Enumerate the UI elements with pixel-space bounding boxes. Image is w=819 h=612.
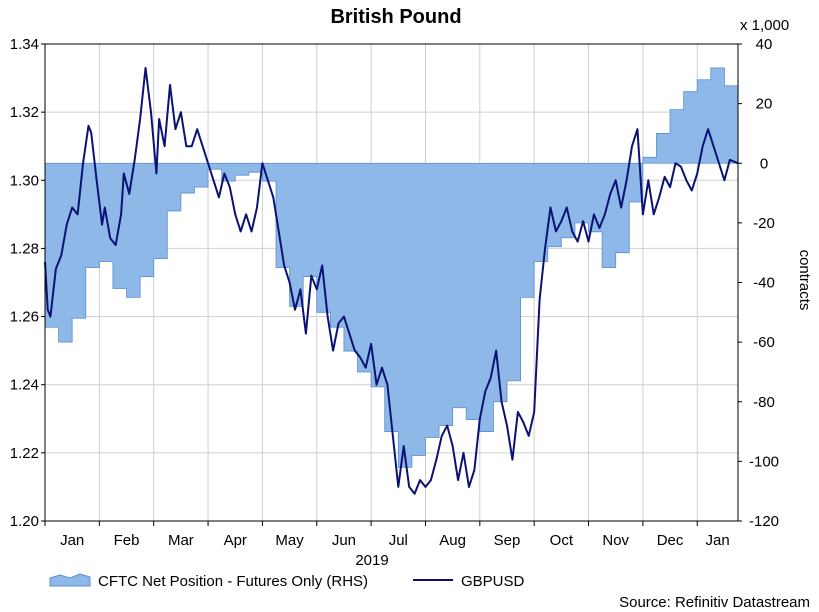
x-tick-label: Jan <box>706 532 730 549</box>
legend-gbpusd-label: GBPUSD <box>461 573 525 590</box>
x-tick-label: Feb <box>114 532 140 549</box>
left-axis-ticks: 1.20 1.22 1.24 1.26 1.28 1.30 1.32 1.34 <box>10 36 45 530</box>
left-tick-label: 1.22 <box>10 445 39 462</box>
x-tick-label: Jan <box>60 532 84 549</box>
x-tick-label: Jul <box>389 532 408 549</box>
right-tick-label: -20 <box>753 215 775 232</box>
x-tick-label: Aug <box>439 532 466 549</box>
cftc-net-position-area <box>44 67 739 468</box>
source-note: Source: Refinitiv Datastream <box>619 594 810 611</box>
x-tick-label: Dec <box>657 532 684 549</box>
right-tick-label: 20 <box>756 96 773 113</box>
legend-cftc-label: CFTC Net Position - Futures Only (RHS) <box>98 573 368 590</box>
gbpusd-line <box>44 66 739 495</box>
right-tick-label: -80 <box>753 394 775 411</box>
x-tick-label: Mar <box>168 532 194 549</box>
left-tick-label: 1.26 <box>10 309 39 326</box>
legend: CFTC Net Position - Futures Only (RHS) G… <box>49 573 525 590</box>
left-tick-label: 1.24 <box>10 377 39 394</box>
x-tick-label: Nov <box>602 532 629 549</box>
cftc-area-layer <box>44 67 739 468</box>
right-axis-ticks: -120 -100 -80 -60 -40 -20 0 20 40 <box>738 36 779 530</box>
left-tick-label: 1.30 <box>10 172 39 189</box>
right-tick-label: 0 <box>760 155 768 172</box>
right-tick-label: -40 <box>753 275 775 292</box>
legend-area-swatch <box>49 573 91 587</box>
gbpusd-line-layer <box>44 66 739 495</box>
right-tick-label: -60 <box>753 334 775 351</box>
right-axis-label: contracts <box>796 250 813 311</box>
x-tick-label: Jun <box>332 532 356 549</box>
x-axis-year-label: 2019 <box>355 552 388 569</box>
left-tick-label: 1.34 <box>10 36 39 53</box>
left-tick-label: 1.32 <box>10 104 39 121</box>
x-tick-label: Oct <box>550 532 574 549</box>
x-tick-label: Sep <box>494 532 521 549</box>
chart-title: British Pound <box>330 6 461 28</box>
left-tick-label: 1.28 <box>10 240 39 257</box>
right-tick-label: 40 <box>756 36 773 53</box>
x-tick-label: Apr <box>224 532 247 549</box>
right-tick-label: -100 <box>749 453 779 470</box>
right-tick-label: -120 <box>749 513 779 530</box>
left-tick-label: 1.20 <box>10 513 39 530</box>
x-axis-ticks: Jan Feb Mar Apr May Jun Jul Aug Sep Oct Nov Dec Jan <box>44 521 730 549</box>
x-tick-label: May <box>275 532 304 549</box>
right-axis-multiplier: x 1,000 <box>740 17 789 34</box>
